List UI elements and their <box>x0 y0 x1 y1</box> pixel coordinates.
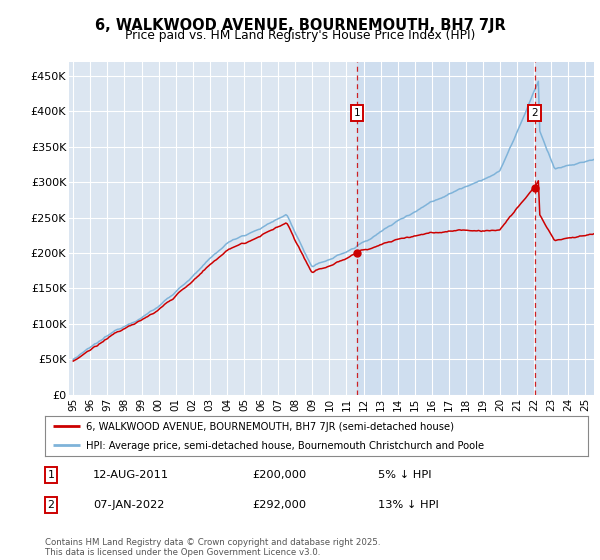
Text: 2: 2 <box>47 500 55 510</box>
Text: 6, WALKWOOD AVENUE, BOURNEMOUTH, BH7 7JR (semi-detached house): 6, WALKWOOD AVENUE, BOURNEMOUTH, BH7 7JR… <box>86 422 454 432</box>
Bar <box>357 62 594 395</box>
Text: 2: 2 <box>531 108 538 118</box>
Text: 5% ↓ HPI: 5% ↓ HPI <box>378 470 431 480</box>
Text: Contains HM Land Registry data © Crown copyright and database right 2025.
This d: Contains HM Land Registry data © Crown c… <box>45 538 380 557</box>
Text: 1: 1 <box>47 470 55 480</box>
Text: 1: 1 <box>354 108 361 118</box>
Text: 6, WALKWOOD AVENUE, BOURNEMOUTH, BH7 7JR: 6, WALKWOOD AVENUE, BOURNEMOUTH, BH7 7JR <box>95 18 505 33</box>
Text: 12-AUG-2011: 12-AUG-2011 <box>93 470 169 480</box>
Text: £292,000: £292,000 <box>252 500 306 510</box>
Text: Price paid vs. HM Land Registry's House Price Index (HPI): Price paid vs. HM Land Registry's House … <box>125 29 475 42</box>
Text: HPI: Average price, semi-detached house, Bournemouth Christchurch and Poole: HPI: Average price, semi-detached house,… <box>86 441 484 451</box>
Text: £200,000: £200,000 <box>252 470 306 480</box>
Text: 13% ↓ HPI: 13% ↓ HPI <box>378 500 439 510</box>
Text: 07-JAN-2022: 07-JAN-2022 <box>93 500 164 510</box>
